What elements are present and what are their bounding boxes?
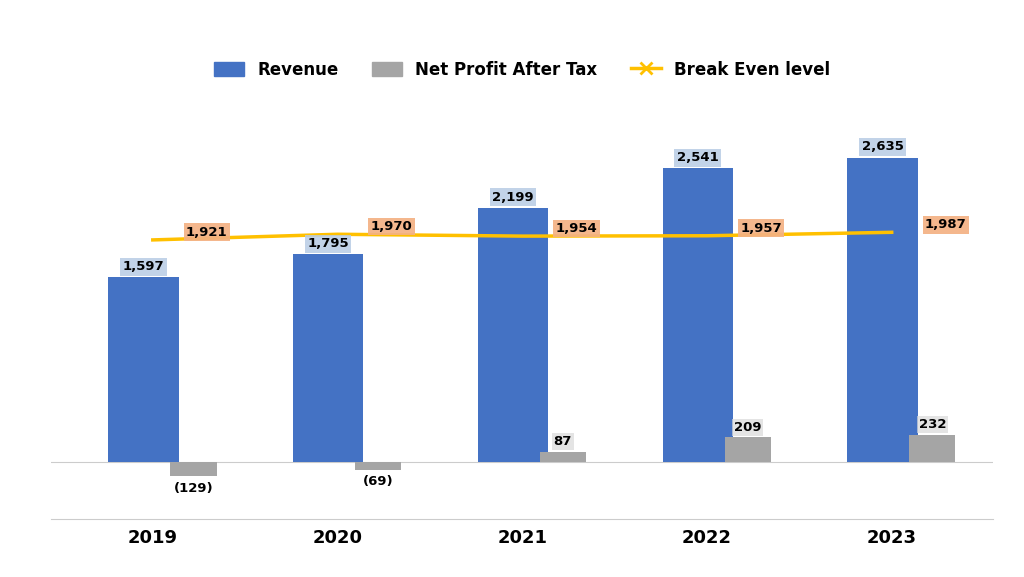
Text: 1,970: 1,970 <box>371 220 413 233</box>
Text: 1,957: 1,957 <box>740 222 782 235</box>
Bar <box>725 437 771 462</box>
Bar <box>293 254 364 462</box>
Text: 1,921: 1,921 <box>186 226 227 239</box>
Bar <box>355 462 401 470</box>
Text: 1,597: 1,597 <box>123 260 165 273</box>
Text: 2,199: 2,199 <box>493 191 534 204</box>
Legend: Revenue, Net Profit After Tax, Break Even level: Revenue, Net Profit After Tax, Break Eve… <box>208 54 837 85</box>
Text: 2,635: 2,635 <box>861 140 903 153</box>
Text: 232: 232 <box>919 418 946 432</box>
Text: 1,795: 1,795 <box>307 237 349 250</box>
Text: (129): (129) <box>174 482 213 494</box>
Bar <box>847 158 918 462</box>
Text: Break Even Chart ($'000): Break Even Chart ($'000) <box>345 50 679 74</box>
Bar <box>663 168 733 462</box>
Text: 87: 87 <box>554 435 572 448</box>
Text: 1,987: 1,987 <box>925 218 967 231</box>
Text: 209: 209 <box>734 421 762 434</box>
Text: 2,541: 2,541 <box>677 151 719 164</box>
Bar <box>540 452 586 462</box>
Bar <box>478 208 548 462</box>
Bar <box>109 278 178 462</box>
Bar <box>170 462 216 477</box>
Text: (69): (69) <box>362 475 393 488</box>
Bar <box>909 435 955 462</box>
Text: 1,954: 1,954 <box>555 222 597 235</box>
